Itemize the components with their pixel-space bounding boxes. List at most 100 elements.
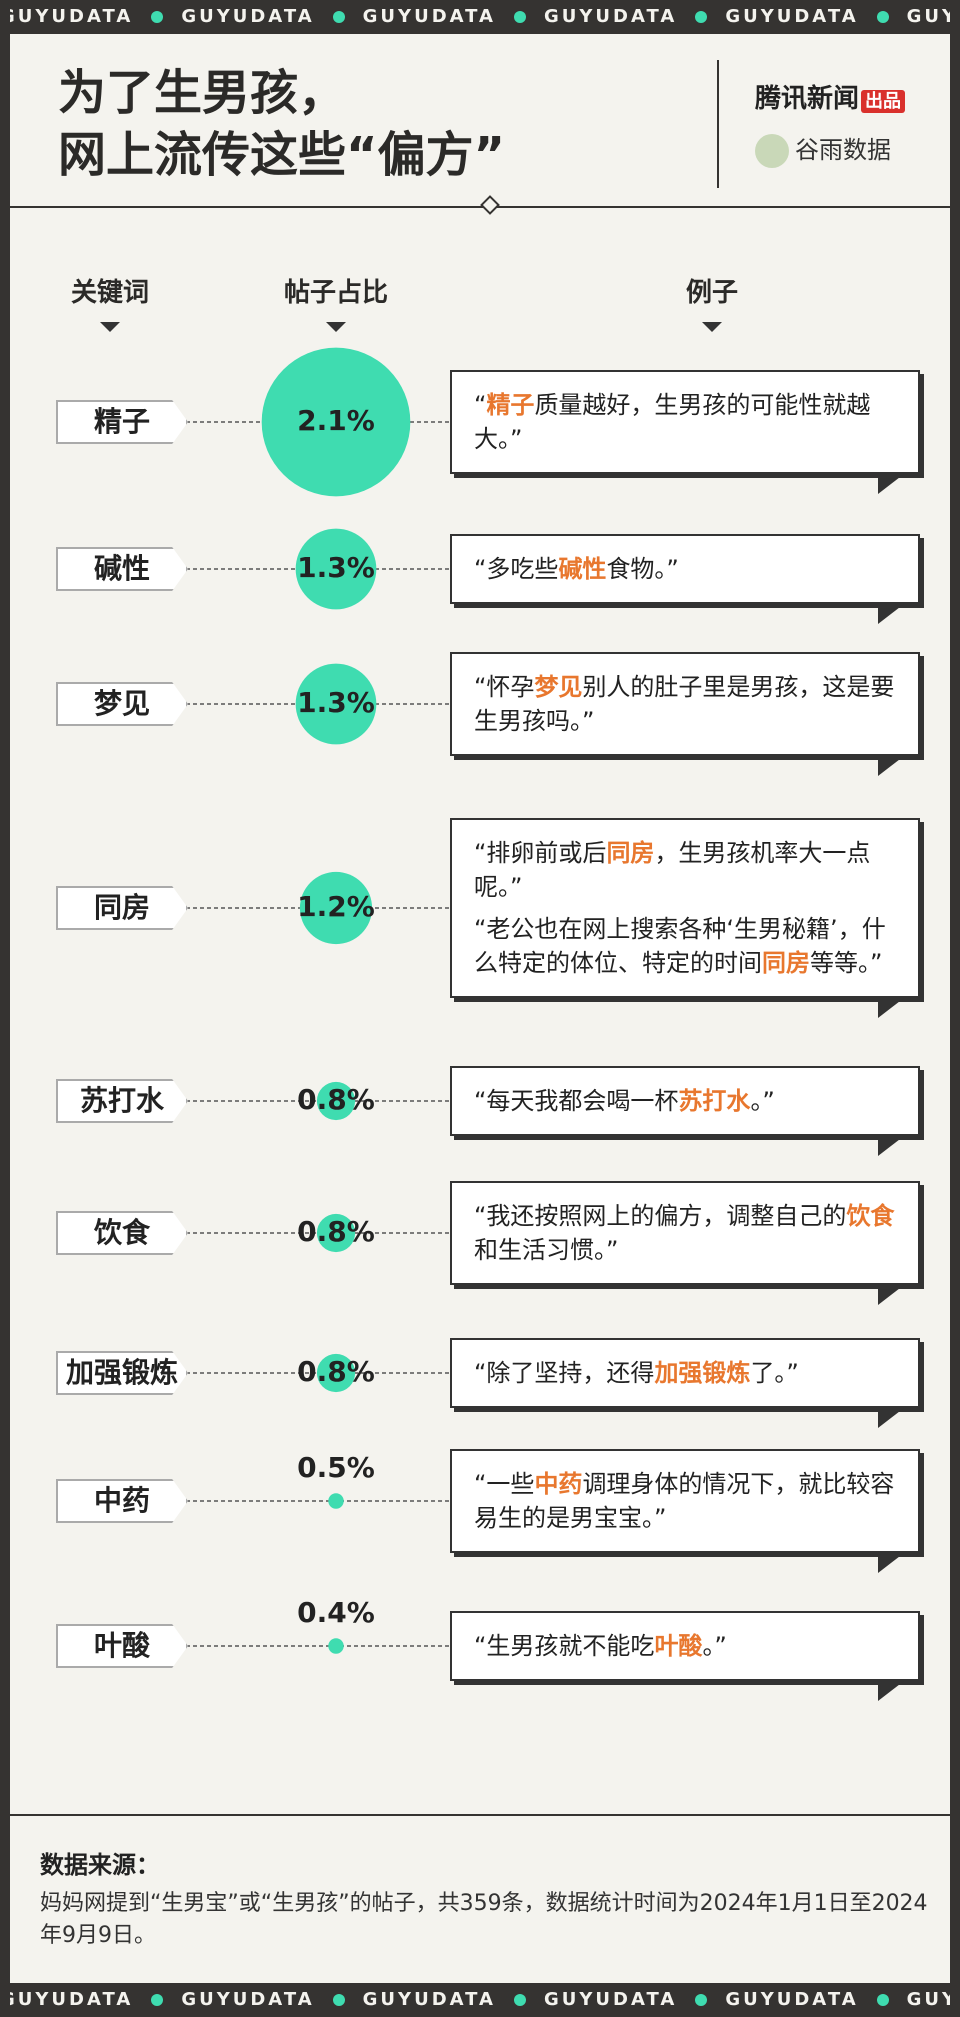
speech-bubble: “除了坚持，还得加强锻炼了。” — [450, 1338, 920, 1428]
arrow — [702, 322, 722, 332]
brand-text: GUYUDATA — [725, 1989, 859, 2010]
quote: “生男孩就不能吃叶酸。” — [474, 1629, 900, 1663]
keyword: 梦见 — [56, 682, 188, 726]
quote-text: 调理身体的情况下，就比较容易生的是男宝宝。” — [474, 1470, 895, 1532]
quote-keyword: 加强锻炼 — [654, 1359, 751, 1387]
quote-text: 了。” — [750, 1359, 799, 1387]
quote-text: 。” — [750, 1087, 775, 1115]
speech-bubble: “一些中药调理身体的情况下，就比较容易生的是男宝宝。” — [450, 1449, 920, 1573]
quote-keyword: 梦见 — [534, 673, 583, 701]
brand-text: GUYUDATA — [543, 1989, 678, 2010]
title-line: 网上流传这些“偏方” — [58, 127, 506, 183]
quote: “每天我都会喝一杯苏打水。” — [474, 1084, 900, 1118]
bubble — [295, 663, 377, 745]
arrow — [100, 322, 120, 332]
value-label: 1.3% — [297, 551, 375, 584]
brand-dot — [513, 1994, 526, 2006]
value-label: 0.8% — [297, 1083, 375, 1116]
keyword: 饮食 — [56, 1211, 188, 1255]
column-header: 帖子占比 — [283, 278, 389, 308]
brand-text: GUYUDATA — [362, 1989, 496, 2010]
quote-keyword: 叶酸 — [654, 1632, 703, 1660]
value-label: 0.8% — [297, 1215, 375, 1248]
brand-text: GUYUDATA — [906, 6, 959, 27]
quote-keyword: 同房 — [606, 839, 655, 867]
keyword: 叶酸 — [56, 1624, 188, 1668]
speech-bubble: “多吃些碱性食物。” — [450, 534, 920, 624]
quote-text: ，生男孩机率大一点呢。” — [474, 839, 871, 901]
bubble — [316, 1213, 356, 1253]
quote-keyword: 碱性 — [558, 555, 607, 583]
bubble — [295, 528, 377, 610]
quote-text: 和生活习惯。” — [474, 1236, 619, 1264]
quote-keyword: 饮食 — [846, 1202, 895, 1230]
brand-text: GUYUDATA — [362, 6, 496, 27]
quote: “除了坚持，还得加强锻炼了。” — [474, 1356, 900, 1390]
brand-dot — [332, 11, 345, 23]
brand-strip: GUYUDATA GUYUDATA GUYUDATA GUYUDATA GUYUDATA… — [0, 1983, 959, 2017]
quote: “一些中药调理身体的情况下，就比较容易生的是男宝宝。” — [474, 1467, 900, 1535]
value-label: 1.3% — [297, 686, 375, 719]
quote-text: “怀孕 — [474, 673, 535, 701]
brand-strip: GUYUDATA GUYUDATA GUYUDATA GUYUDATA GUYUDATA… — [10, 0, 959, 34]
value-label: 0.5% — [297, 1451, 375, 1484]
value-label: 0.4% — [297, 1596, 375, 1629]
quote-keyword: 精子 — [486, 391, 535, 419]
brand-text: GUYUDATA — [725, 6, 859, 27]
speech-bubble: “怀孕梦见别人的肚子里是男孩，这是要生男孩吗。” — [450, 652, 920, 776]
quote-text: “生男孩就不能吃 — [474, 1632, 655, 1660]
value-label: 2.1% — [297, 404, 375, 437]
source-rule — [10, 1814, 950, 1816]
quote: “我还按照网上的偏方，调整自己的饮食和生活习惯。” — [474, 1199, 900, 1267]
quote: “怀孕梦见别人的肚子里是男孩，这是要生男孩吗。” — [474, 670, 900, 738]
brand-text: GUYUDATA — [181, 1989, 315, 2010]
quote-text: 等等。” — [810, 949, 883, 977]
bubble — [299, 871, 373, 945]
bubble — [328, 1638, 344, 1654]
brand-dot — [695, 11, 708, 23]
quote-text: 质量越好，生男孩的可能性就越大。” — [474, 391, 871, 453]
keyword: 碱性 — [56, 547, 188, 591]
title: 为了生男孩， 网上流传这些“偏方” — [58, 62, 505, 186]
quote-text: 食物。” — [606, 555, 679, 583]
brand-text: GUYUDATA — [181, 6, 315, 27]
brand-dot — [695, 1994, 708, 2006]
quote-text: “排卵前或后 — [474, 839, 607, 867]
brand-dot — [513, 11, 526, 23]
bubble — [316, 1353, 356, 1393]
brand-text: GUYUDATA — [543, 6, 678, 27]
brand-dot — [332, 1994, 345, 2006]
brand-dot — [876, 1994, 889, 2006]
quote-text: “除了坚持，还得 — [474, 1359, 655, 1387]
quote-text: “每天我都会喝一杯 — [474, 1087, 679, 1115]
arrow — [326, 322, 346, 332]
quote-keyword: 中药 — [534, 1470, 583, 1498]
column-header: 关键词 — [70, 278, 150, 308]
quote-text: 。” — [702, 1632, 727, 1660]
value-label: 1.2% — [297, 890, 375, 923]
publisher: 腾讯新闻 出品 — [755, 78, 906, 115]
title-line: 为了生男孩， — [58, 65, 347, 121]
speech-bubble: “排卵前或后同房，生男孩机率大一点呢。” “老公也在网上搜索各种‘生男秘籍’，什么… — [450, 818, 920, 1018]
bubble — [261, 347, 411, 497]
keyword: 同房 — [56, 886, 188, 930]
quote: “老公也在网上搜索各种‘生男秘籍’，什么特定的体位、特定的时间同房等等。” — [474, 912, 900, 980]
column-header: 例子 — [685, 278, 739, 308]
quote: “精子质量越好，生男孩的可能性就越大。” — [474, 388, 900, 456]
partner-logo — [755, 134, 789, 168]
keyword: 精子 — [56, 400, 188, 444]
quote-text: 别人的肚子里是男孩，这是要生男孩吗。” — [474, 673, 895, 735]
brand-text: GUYUDATA — [906, 1989, 959, 2010]
quote-keyword: 苏打水 — [678, 1087, 751, 1115]
divider — [717, 60, 719, 188]
speech-bubble: “精子质量越好，生男孩的可能性就越大。” — [450, 370, 920, 494]
speech-bubble: “我还按照网上的偏方，调整自己的饮食和生活习惯。” — [450, 1181, 920, 1305]
partner-name: 谷雨数据 — [795, 136, 891, 164]
keyword: 加强锻炼 — [56, 1351, 188, 1395]
quote: “多吃些碱性食物。” — [474, 552, 900, 586]
brand-text: GUYUDATA — [0, 1989, 134, 2010]
source-label: 数据来源： — [40, 1851, 160, 1879]
quote-keyword: 同房 — [762, 949, 810, 977]
quote-text: “我还按照网上的偏方，调整自己的 — [474, 1202, 847, 1230]
